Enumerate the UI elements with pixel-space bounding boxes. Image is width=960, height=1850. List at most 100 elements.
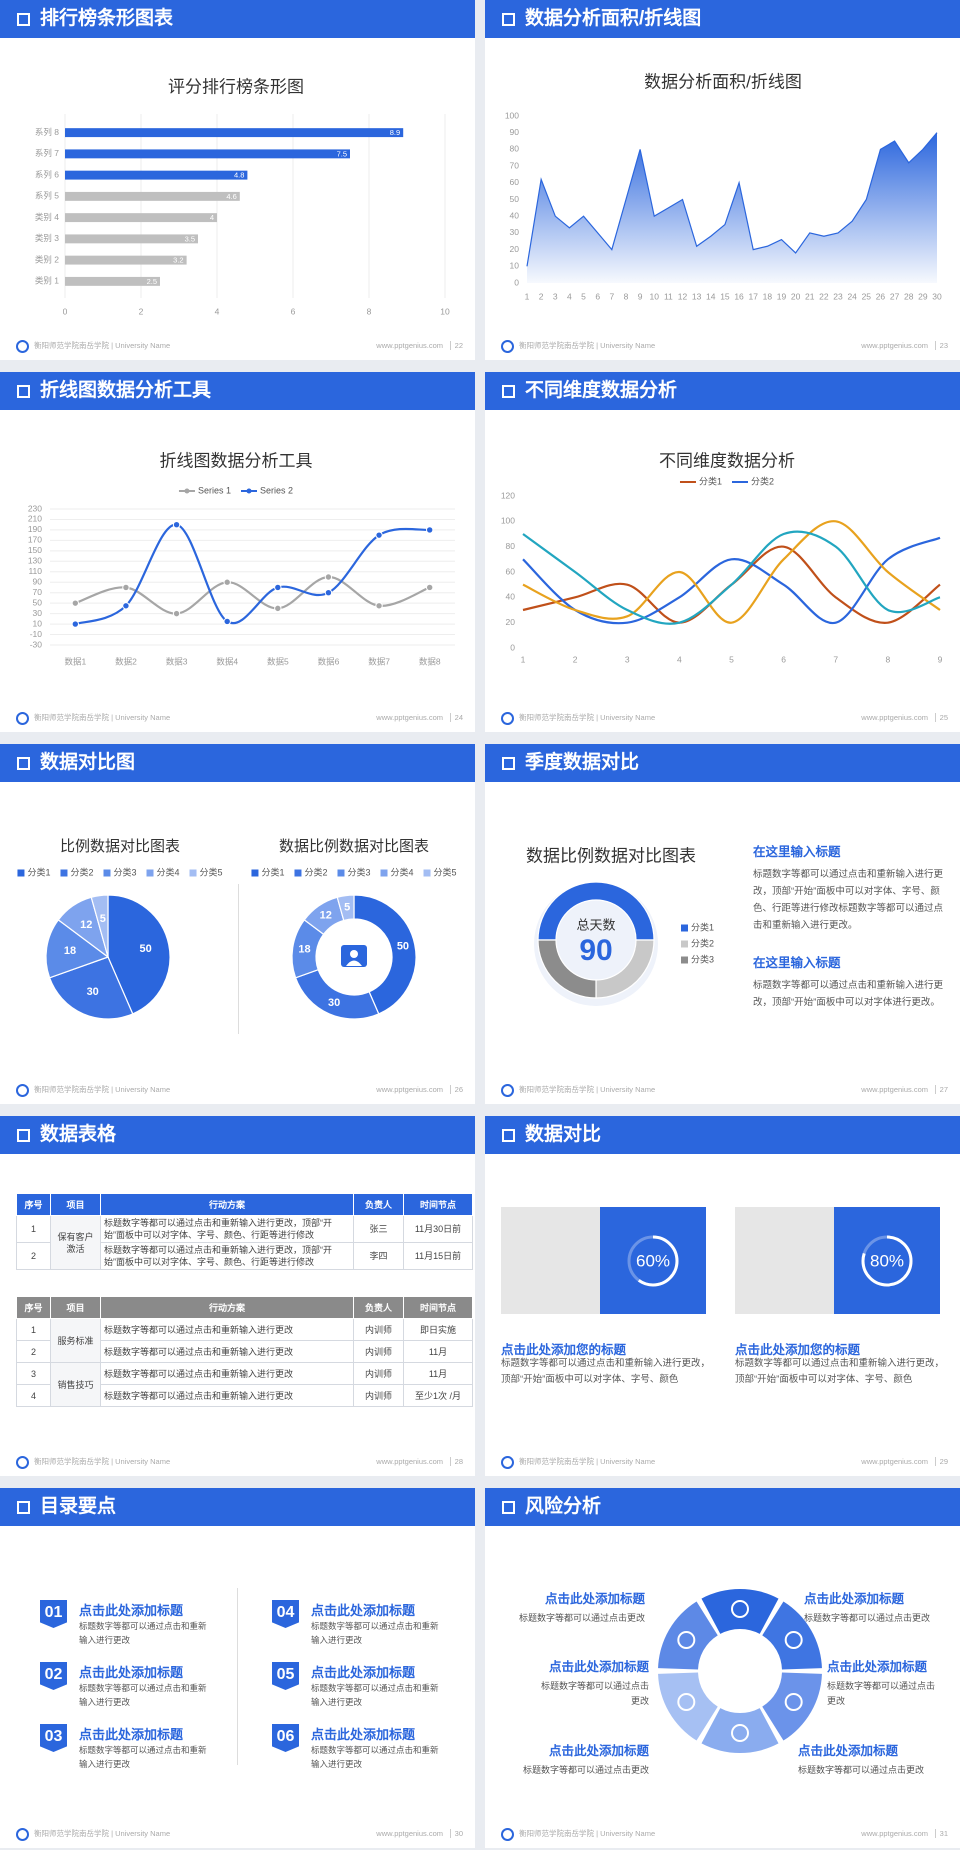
legend: 分类1 分类2 分类3 分类4 分类5 (17, 866, 223, 877)
y-tick-label: 150 (28, 545, 42, 555)
header-cell: 时间节点 (403, 1296, 473, 1319)
cell: 标题数字等都可以通过点击和重新输入进行更改，顶部“开始”面板中可以对字体、字号、… (100, 1215, 354, 1243)
header-cell: 时间节点 (403, 1193, 473, 1216)
site-url: www.pptgenius.com (376, 1829, 443, 1838)
data-label: 50 (397, 941, 409, 953)
risk-item: 点击此处添加标题 标题数字等都可以通过点击更改 (827, 1656, 937, 1709)
image-placeholder (501, 1207, 600, 1314)
school-name: 衡阳师范学院南岳学院 | University Name (34, 341, 171, 350)
cell: 内训师 (353, 1362, 404, 1385)
page-number: 22 (449, 341, 463, 350)
legend-label: 分类1 (261, 866, 284, 877)
risk-item: 点击此处添加标题 标题数字等都可以通过点击更改 (798, 1740, 948, 1778)
bar (65, 276, 160, 286)
bar (65, 234, 198, 244)
cell: 至少1次 /月 (403, 1384, 473, 1407)
area-line (526, 132, 938, 267)
y-tick-label: 230 (28, 503, 42, 513)
legend-label: Series 1 (198, 485, 231, 495)
x-tick-label: 16 (734, 291, 744, 301)
page-number: 31 (934, 1829, 948, 1838)
slide-title: 数据对比 (525, 1124, 602, 1145)
cell: 内训师 (353, 1384, 404, 1407)
y-tick-label: 70 (33, 587, 43, 597)
x-tick-label: 10 (650, 291, 660, 301)
header-icon (17, 1501, 30, 1514)
slide-footer: 衡阳师范学院南岳学院 | University Name www.pptgeniu… (0, 710, 475, 726)
header-cell: 序号 (16, 1296, 51, 1319)
cell: 1 (16, 1318, 51, 1341)
legend-item: 分类5 (423, 866, 457, 877)
risk-title: 点击此处添加标题 (548, 1660, 649, 1674)
y-tick-label: 80 (510, 144, 520, 154)
slide-header: 数据对比 (485, 1116, 960, 1154)
page-number: 26 (449, 1085, 463, 1094)
value-label: 8.9 (390, 128, 400, 137)
cell: 3 (16, 1362, 51, 1385)
cycle-segment (658, 1672, 718, 1741)
card-title: 点击此处添加您的标题 (735, 1343, 861, 1357)
legend: 分类1 分类2 分类3 分类4 分类5 (251, 866, 457, 877)
line (522, 530, 941, 625)
x-tick-label: 3 (625, 654, 630, 664)
page-number: 30 (449, 1829, 463, 1838)
legend-swatch (294, 869, 302, 877)
site-url: www.pptgenius.com (376, 713, 443, 722)
point-text: 标题数字等都可以通过点击和重新输入进行更改 (79, 1621, 207, 1645)
header-cell: 项目 (50, 1193, 101, 1216)
point (71, 599, 80, 607)
x-tick-label: 数据3 (166, 656, 188, 666)
slide-footer: 衡阳师范学院南岳学院 | University Name www.pptgeniu… (0, 1826, 475, 1842)
x-tick-label: 13 (692, 291, 702, 301)
legend-item: 分类1 (251, 866, 284, 877)
risk-text: 标题数字等都可以通过点击更改 (827, 1681, 936, 1706)
point (324, 573, 333, 581)
y-tick-label: 系列 5 (35, 191, 59, 201)
slide-header: 数据对比图 (0, 744, 475, 782)
legend-label: 分类5 (200, 866, 223, 877)
pie-slice (90, 894, 109, 958)
y-tick-label: 0 (510, 642, 515, 652)
cell: 标题数字等都可以通过点击和重新输入进行更改 (100, 1318, 354, 1341)
header-icon (502, 385, 515, 398)
value-label: 3.5 (185, 234, 195, 243)
legend-swatch (146, 869, 154, 877)
y-tick-label: 30 (33, 608, 43, 618)
y-tick-label: 0 (514, 277, 519, 287)
legend-item: 分类2 (294, 866, 327, 877)
line (74, 575, 431, 615)
x-tick-label: 7 (833, 654, 838, 664)
slide-title: 排行榜条形图表 (40, 8, 174, 29)
cycle-icon (784, 1693, 803, 1711)
legend-item: 分类1 (17, 866, 50, 877)
school-name: 衡阳师范学院南岳学院 | University Name (519, 1829, 656, 1838)
page-number: 23 (934, 341, 948, 350)
x-tick-label: 10 (440, 306, 450, 316)
logo (16, 1456, 29, 1469)
y-tick-label: 120 (501, 490, 515, 500)
legend-item: 分类4 (146, 866, 180, 877)
ring-arc (861, 1235, 913, 1287)
x-tick-label: 数据6 (318, 656, 340, 666)
data-label: 18 (298, 943, 310, 955)
slide: 数据表格 衡阳师范学院南岳学院 | University Name www.pptg… (0, 1116, 475, 1476)
legend-label: 分类2 (304, 866, 327, 877)
legend-item: 分类1 (679, 475, 722, 486)
line (74, 523, 430, 626)
point (375, 602, 383, 610)
point (324, 588, 333, 597)
legend-item: 分类3 (337, 866, 371, 877)
point-title: 点击此处添加标题 (79, 1603, 184, 1618)
center-value: 90 (579, 934, 612, 967)
point-text: 标题数字等都可以通过点击和重新输入进行更改 (311, 1745, 439, 1769)
x-tick-label: 12 (678, 291, 688, 301)
site-url: www.pptgenius.com (376, 341, 443, 350)
legend-label: 分类3 (113, 866, 136, 877)
chart-title: 数据比例数据对比图表 (279, 838, 429, 855)
point-text: 标题数字等都可以通过点击和重新输入进行更改 (311, 1621, 439, 1645)
x-tick-label: 27 (890, 291, 900, 301)
point (425, 583, 434, 592)
x-tick-label: 数据1 (64, 656, 86, 666)
x-tick-label: 4 (567, 291, 572, 301)
